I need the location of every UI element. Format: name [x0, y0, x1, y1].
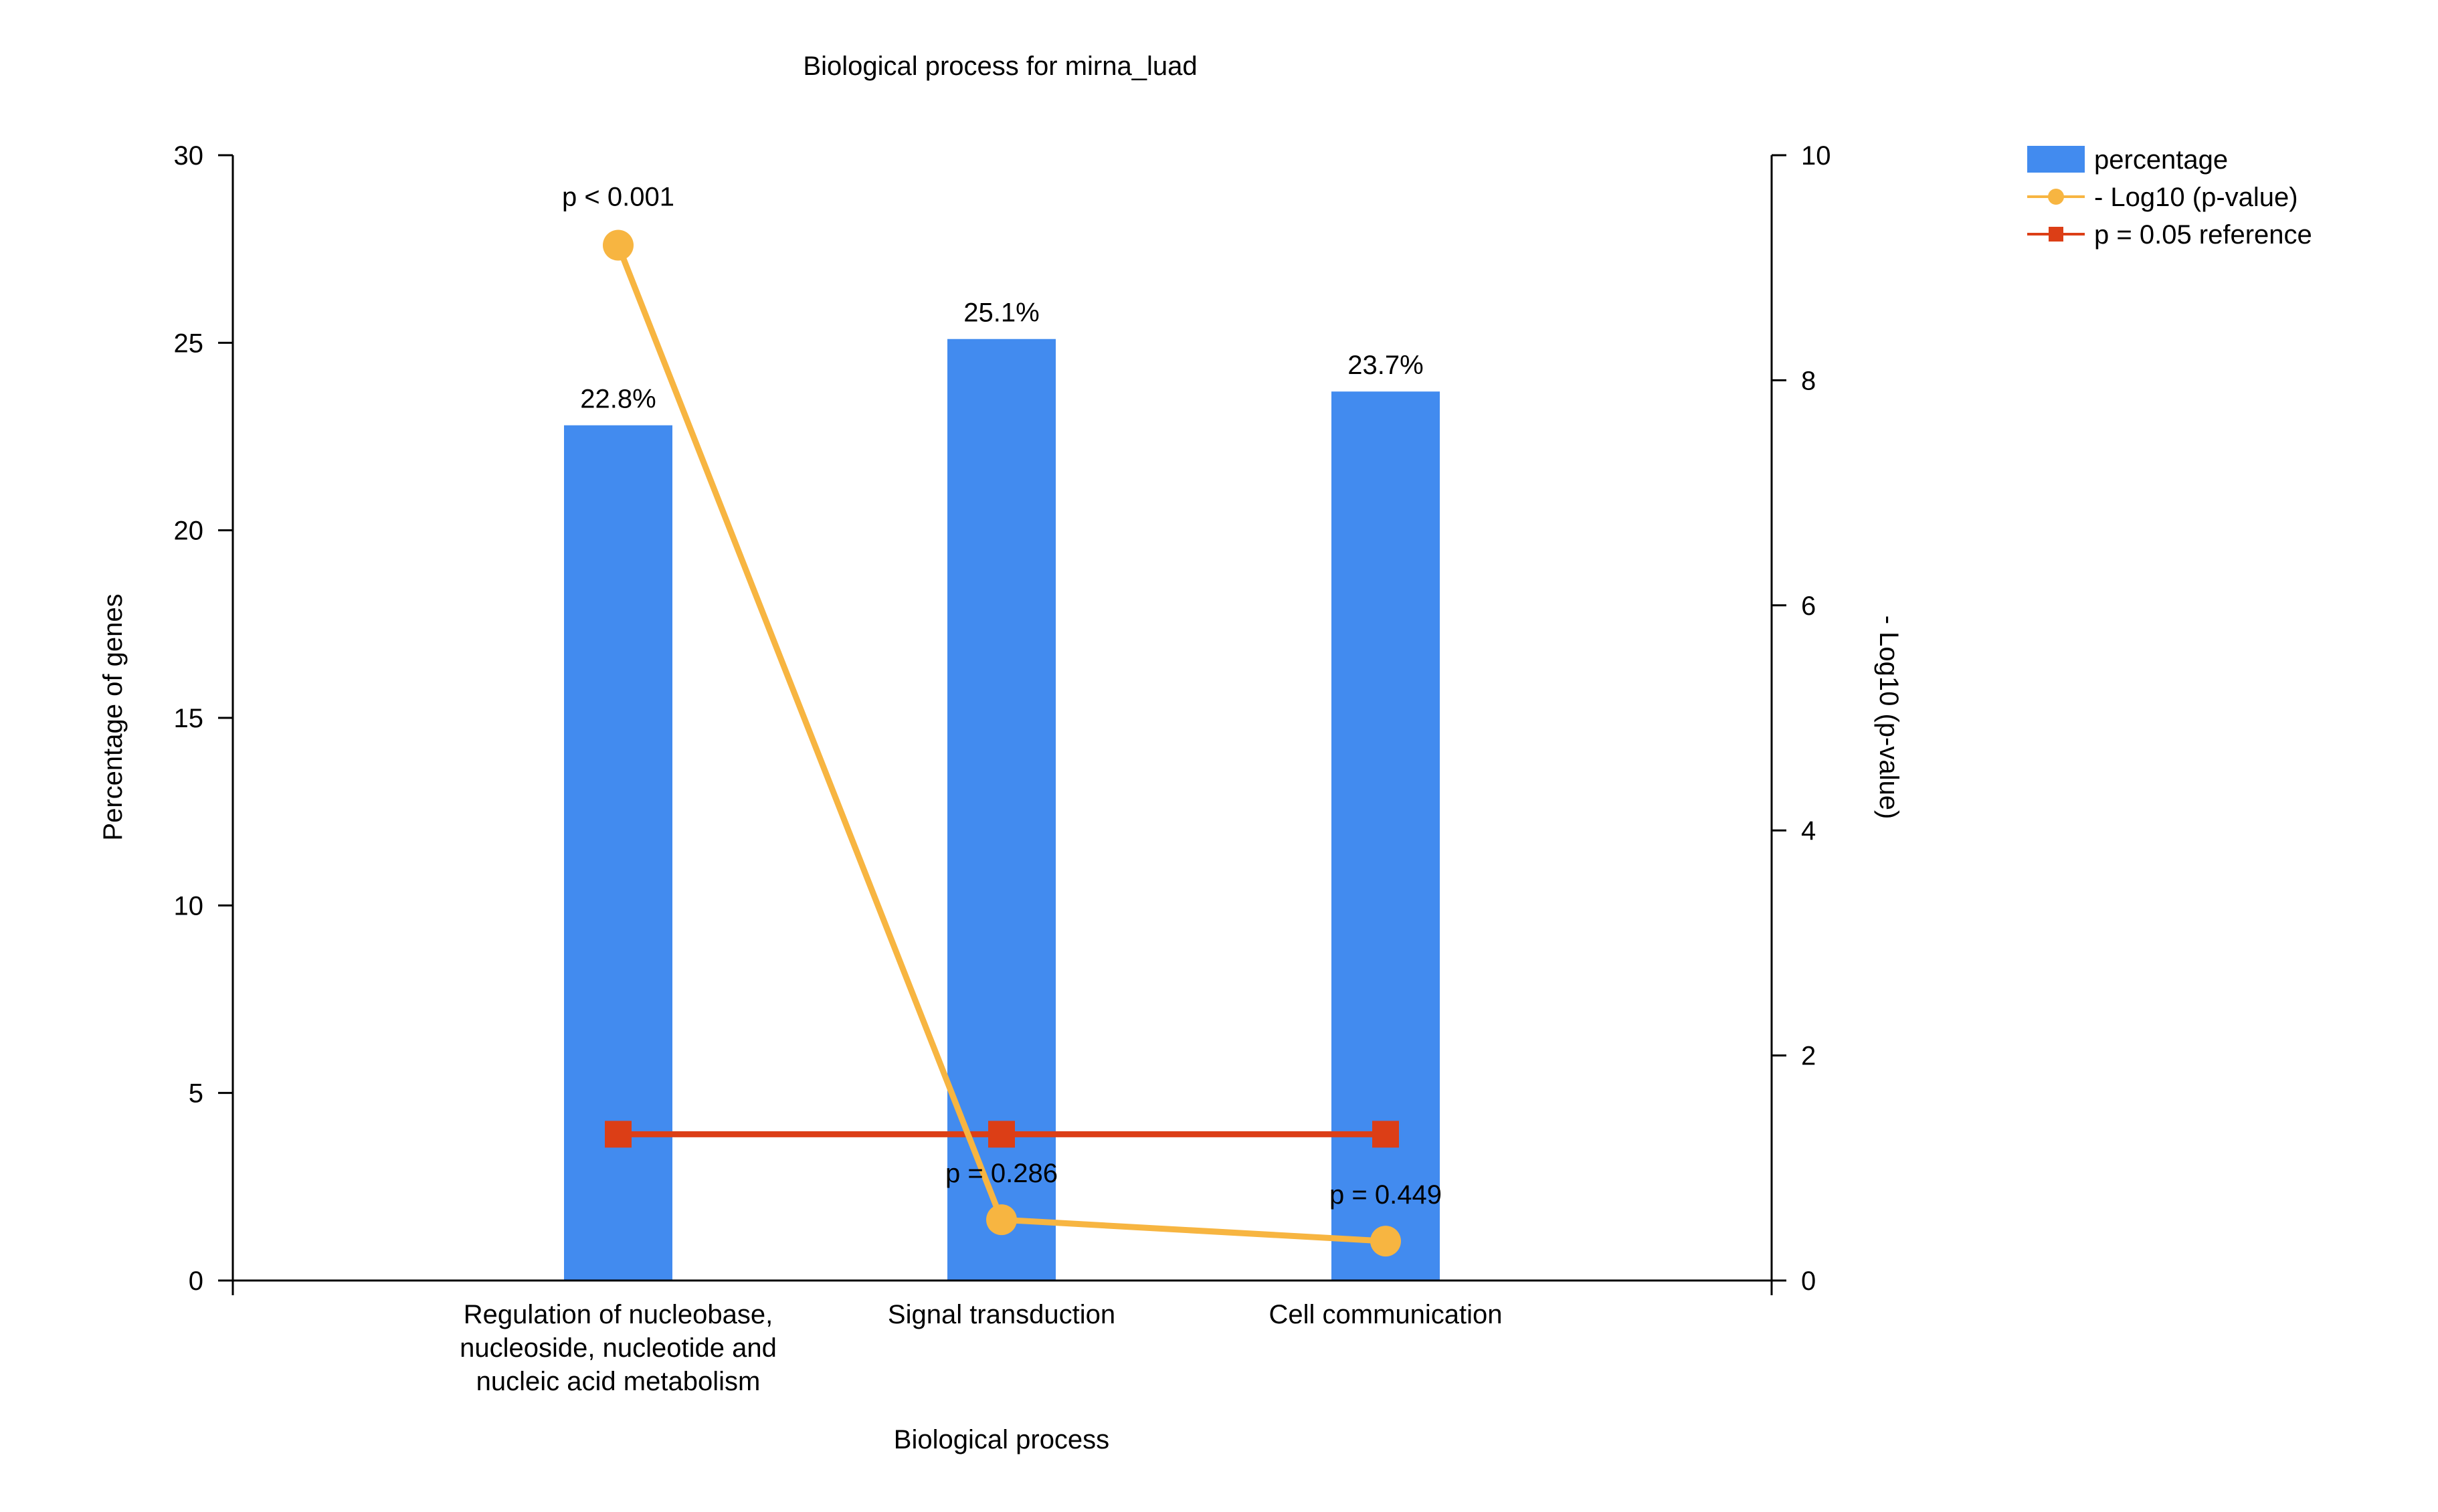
x-axis-label: Biological process: [894, 1425, 1109, 1454]
pvalue-marker-1: [986, 1204, 1017, 1236]
right-tick-label: 2: [1801, 1042, 1816, 1071]
left-tick-label: 20: [174, 516, 204, 546]
pvalue-marker-2: [1370, 1226, 1401, 1257]
x-category-label-2: Cell communication: [1269, 1300, 1502, 1329]
legend: percentage - Log10 (p-value) p = 0.05 refe…: [2027, 145, 2312, 250]
pvalue-marker-0: [603, 229, 634, 261]
pvalue-label-2: p = 0.449: [1329, 1180, 1442, 1210]
legend-swatch-percentage: [2027, 146, 2085, 173]
left-tick-label: 5: [189, 1079, 203, 1109]
right-tick-label: 10: [1801, 141, 1831, 171]
bar-0: [564, 425, 672, 1281]
legend-marker-pvalue: [2048, 189, 2064, 205]
reference-marker-2: [1372, 1121, 1399, 1148]
reference-marker-1: [988, 1121, 1015, 1148]
x-category-label-0: Regulation of nucleobase, nucleoside, nuc…: [460, 1300, 777, 1396]
left-tick-label: 10: [174, 891, 204, 921]
left-tick-label: 30: [174, 141, 204, 171]
bar-value-label-0: 22.8%: [580, 385, 656, 414]
left-tick-label: 0: [189, 1266, 203, 1296]
left-y-ticks: 0 5 10 15 20 25 30: [174, 141, 233, 1296]
right-y-ticks: 0 2 4 6 8 10: [1772, 141, 1831, 1296]
right-tick-label: 8: [1801, 366, 1816, 395]
x-category-label-1: Signal transduction: [888, 1300, 1115, 1329]
y2-axis-label: - Log10 (p-value): [1874, 616, 1903, 820]
reference-marker-0: [605, 1121, 632, 1148]
legend-label-percentage: percentage: [2094, 145, 2228, 175]
legend-label-reference: p = 0.05 reference: [2094, 220, 2312, 250]
plot-area: 22.8% 25.1% 23.7% p < 0.001 p = 0.286 p = 0.4…: [562, 183, 1442, 1281]
pvalue-label-0: p < 0.001: [562, 183, 674, 212]
legend-marker-reference: [2049, 227, 2063, 242]
right-tick-label: 4: [1801, 816, 1816, 846]
x-ticks: Regulation of nucleobase, nucleoside, nuc…: [231, 1281, 1773, 1396]
legend-label-pvalue: - Log10 (p-value): [2094, 183, 2298, 212]
bar-value-label-1: 25.1%: [963, 298, 1039, 328]
chart-title: Biological process for mirna_luad: [803, 52, 1197, 81]
y-axis-label: Percentage of genes: [98, 593, 128, 840]
bar-value-label-2: 23.7%: [1347, 351, 1423, 380]
right-tick-label: 0: [1801, 1266, 1816, 1296]
left-tick-label: 15: [174, 704, 204, 733]
pvalue-label-1: p = 0.286: [945, 1159, 1058, 1188]
left-tick-label: 25: [174, 328, 204, 358]
right-tick-label: 6: [1801, 591, 1816, 621]
